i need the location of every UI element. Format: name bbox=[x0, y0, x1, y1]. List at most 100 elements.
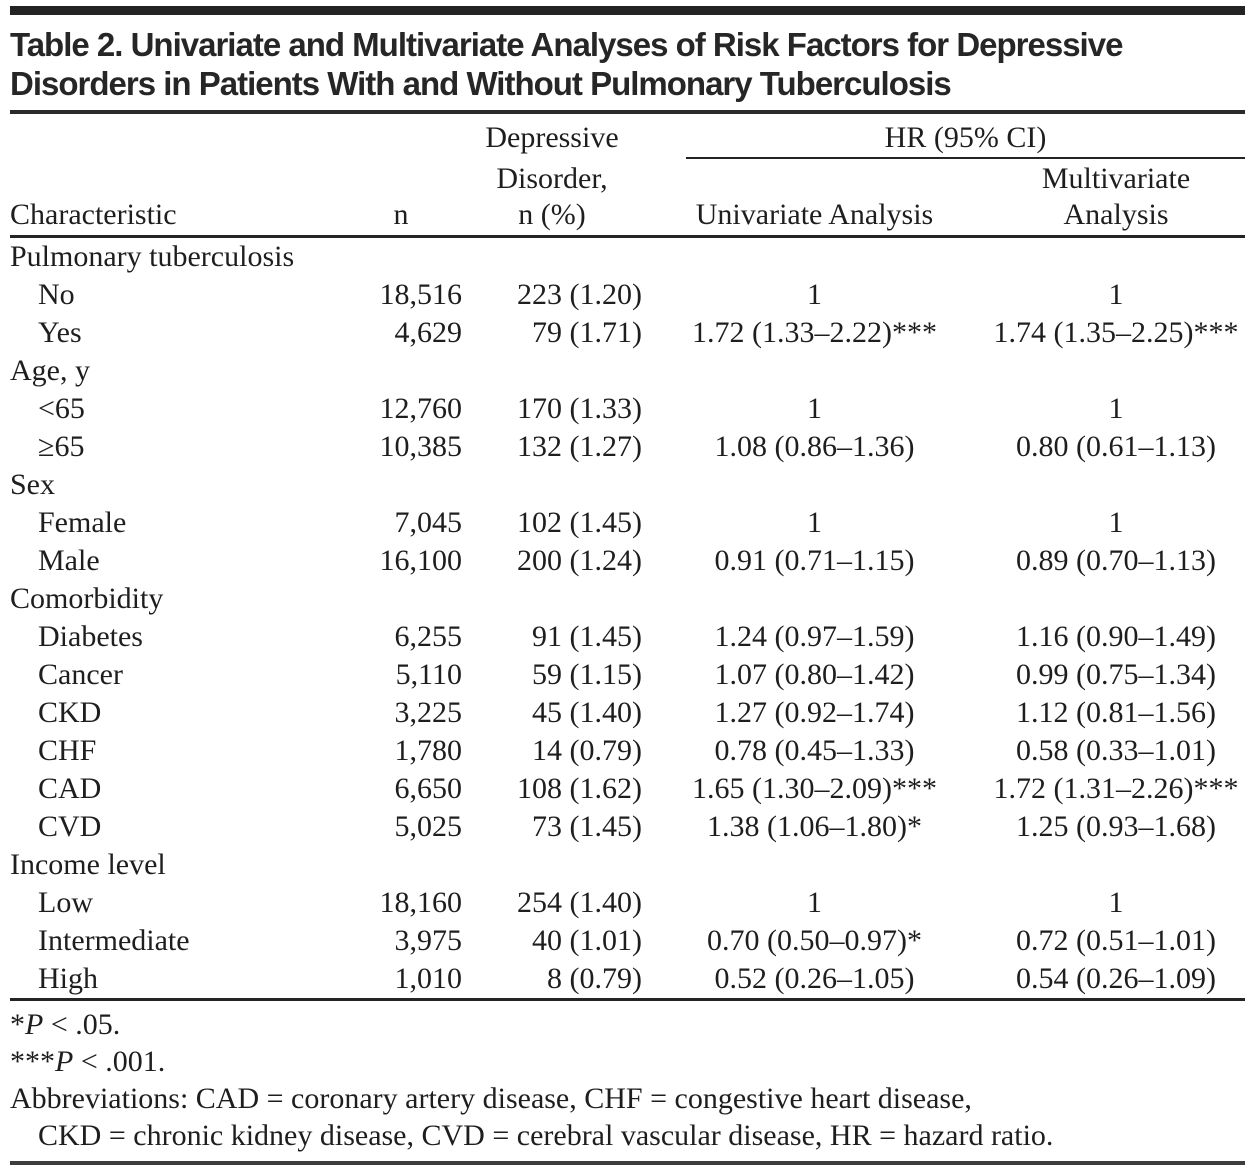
table-group-row: Age, y bbox=[10, 352, 1245, 390]
table-row: Female 7,045 102 (1.45) 1 1 bbox=[10, 504, 1245, 542]
cell-characteristic: No bbox=[38, 278, 75, 311]
cell-depressive-n: 200 (1.24) bbox=[517, 544, 642, 577]
footnote-threshold: < .001. bbox=[73, 1045, 166, 1078]
cell-depressive-n: 73 (1.45) bbox=[532, 810, 642, 843]
col-header-depressive-line2: Disorder, bbox=[496, 162, 608, 195]
table-row: ≥65 10,385 132 (1.27) 1.08 (0.86–1.36) 0… bbox=[10, 428, 1245, 466]
cell-characteristic: ≥65 bbox=[38, 430, 85, 463]
hr-span-label: HR (95% CI) bbox=[686, 120, 1245, 159]
cell-univariate-hr: 1 bbox=[807, 506, 822, 539]
cell-n: 10,385 bbox=[379, 430, 463, 463]
col-header-characteristic: Characteristic bbox=[10, 197, 340, 238]
cell-univariate-hr: 0.70 (0.50–0.97)* bbox=[707, 924, 922, 957]
table-row: Male 16,100 200 (1.24) 0.91 (0.71–1.15) … bbox=[10, 542, 1245, 580]
col-header-multivariate-line2: Analysis bbox=[987, 197, 1245, 238]
cell-n: 5,110 bbox=[395, 658, 462, 691]
group-label: Comorbidity bbox=[10, 582, 164, 615]
table-header: Depressive HR (95% CI) Disorder, Multiva… bbox=[10, 114, 1245, 238]
table-figure: Table 2. Univariate and Multivariate Ana… bbox=[0, 6, 1255, 1165]
cell-multivariate-hr: 1.12 (0.81–1.56) bbox=[1016, 696, 1216, 729]
cell-multivariate-hr: 1.72 (1.31–2.26)*** bbox=[993, 772, 1239, 805]
table-row: CVD 5,025 73 (1.45) 1.38 (1.06–1.80)* 1.… bbox=[10, 808, 1245, 846]
cell-univariate-hr: 1.72 (1.33–2.22)*** bbox=[692, 316, 937, 349]
table-row: CAD 6,650 108 (1.62) 1.65 (1.30–2.09)***… bbox=[10, 770, 1245, 808]
cell-characteristic: CKD bbox=[38, 696, 102, 729]
cell-depressive-n: 59 (1.15) bbox=[532, 658, 642, 691]
header-spacer bbox=[340, 159, 462, 197]
header-row-2: Disorder, Multivariate bbox=[10, 159, 1245, 197]
table-row: CKD 3,225 45 (1.40) 1.27 (0.92–1.74) 1.1… bbox=[10, 694, 1245, 732]
cell-n: 5,025 bbox=[394, 810, 463, 843]
cell-depressive-n: 45 (1.40) bbox=[532, 696, 642, 729]
header-spacer bbox=[10, 159, 340, 197]
col-header-depressive-line3: n (%) bbox=[462, 197, 642, 238]
cell-univariate-hr: 0.78 (0.45–1.33) bbox=[714, 734, 915, 767]
group-label: Income level bbox=[10, 848, 166, 881]
cell-univariate-hr: 1 bbox=[807, 392, 822, 425]
cell-n: 12,760 bbox=[379, 392, 463, 425]
cell-n: 7,045 bbox=[394, 506, 463, 539]
cell-multivariate-hr: 1.16 (0.90–1.49) bbox=[1016, 620, 1216, 653]
footnote-p001: ***P < .001. bbox=[10, 1043, 1245, 1080]
footnote-p-symbol: P bbox=[55, 1045, 74, 1078]
cell-depressive-n: 108 (1.62) bbox=[517, 772, 642, 805]
cell-depressive-n: 254 (1.40) bbox=[517, 886, 642, 919]
cell-characteristic: Yes bbox=[38, 316, 82, 349]
cell-multivariate-hr: 0.80 (0.61–1.13) bbox=[1016, 430, 1216, 463]
cell-n: 18,516 bbox=[379, 278, 463, 311]
table-row: Cancer 5,110 59 (1.15) 1.07 (0.80–1.42) … bbox=[10, 656, 1245, 694]
cell-depressive-n: 132 (1.27) bbox=[517, 430, 642, 463]
col-header-hr-span: HR (95% CI) bbox=[642, 114, 1245, 159]
cell-characteristic: Low bbox=[38, 886, 93, 919]
footnotes: *P < .05. ***P < .001. Abbreviations: CA… bbox=[10, 1006, 1245, 1154]
cell-characteristic: CHF bbox=[38, 734, 97, 767]
table-row: CHF 1,780 14 (0.79) 0.78 (0.45–1.33) 0.5… bbox=[10, 732, 1245, 770]
cell-n: 18,160 bbox=[379, 886, 463, 919]
group-label: Sex bbox=[10, 468, 55, 501]
cell-univariate-hr: 1 bbox=[807, 886, 822, 919]
cell-univariate-hr: 1.24 (0.97–1.59) bbox=[714, 620, 915, 653]
cell-n: 3,225 bbox=[394, 696, 463, 729]
cell-depressive-n: 170 (1.33) bbox=[517, 392, 642, 425]
cell-n: 6,255 bbox=[394, 620, 463, 653]
cell-univariate-hr: 1 bbox=[807, 278, 822, 311]
cell-characteristic: <65 bbox=[38, 392, 85, 425]
cell-characteristic: Female bbox=[38, 506, 127, 539]
cell-univariate-hr: 1.38 (1.06–1.80)* bbox=[707, 810, 922, 843]
table-title: Table 2. Univariate and Multivariate Ana… bbox=[10, 25, 1245, 103]
table-group-row: Comorbidity bbox=[10, 580, 1245, 618]
cell-characteristic: Cancer bbox=[38, 658, 123, 691]
cell-depressive-n: 102 (1.45) bbox=[517, 506, 642, 539]
cell-univariate-hr: 0.91 (0.71–1.15) bbox=[714, 544, 915, 577]
cell-depressive-n: 40 (1.01) bbox=[532, 924, 642, 957]
table-group-row: Income level bbox=[10, 846, 1245, 884]
cell-characteristic: High bbox=[10, 960, 340, 1001]
cell-univariate-hr: 1.08 (0.86–1.36) bbox=[714, 430, 915, 463]
footnote-p-symbol: P bbox=[25, 1008, 44, 1041]
group-label: Pulmonary tuberculosis bbox=[10, 240, 295, 273]
footnote-abbreviations-line2: CKD = chronic kidney disease, CVD = cere… bbox=[38, 1119, 1054, 1152]
title-rule bbox=[10, 110, 1245, 114]
cell-multivariate-hr: 1.74 (1.35–2.25)*** bbox=[993, 316, 1239, 349]
header-spacer bbox=[340, 114, 462, 159]
cell-depressive-n: 223 (1.20) bbox=[517, 278, 642, 311]
table-row: Intermediate 3,975 40 (1.01) 0.70 (0.50–… bbox=[10, 922, 1245, 960]
footnote-abbreviations-line1: Abbreviations: CAD = coronary artery dis… bbox=[10, 1082, 972, 1115]
cell-multivariate-hr: 1 bbox=[1108, 506, 1124, 539]
table-row: Low 18,160 254 (1.40) 1 1 bbox=[10, 884, 1245, 922]
cell-n: 3,975 bbox=[394, 924, 463, 957]
table-row: Yes 4,629 79 (1.71) 1.72 (1.33–2.22)*** … bbox=[10, 314, 1245, 352]
table-row: No 18,516 223 (1.20) 1 1 bbox=[10, 276, 1245, 314]
cell-characteristic: Intermediate bbox=[38, 924, 190, 957]
header-row-1: Depressive HR (95% CI) bbox=[10, 114, 1245, 159]
cell-characteristic: Male bbox=[38, 544, 100, 577]
col-header-multivariate-line1: Multivariate bbox=[1041, 162, 1191, 195]
footnote-p05: *P < .05. bbox=[10, 1006, 1245, 1043]
cell-multivariate-hr: 0.54 (0.26–1.09) bbox=[987, 960, 1245, 1001]
col-header-depressive-line1: Depressive bbox=[485, 121, 619, 154]
footnote-stars: *** bbox=[10, 1045, 55, 1078]
table-row: <65 12,760 170 (1.33) 1 1 bbox=[10, 390, 1245, 428]
cell-depressive-n: 91 (1.45) bbox=[532, 620, 642, 653]
cell-n: 1,010 bbox=[340, 960, 462, 1001]
cell-multivariate-hr: 0.72 (0.51–1.01) bbox=[1016, 924, 1216, 957]
